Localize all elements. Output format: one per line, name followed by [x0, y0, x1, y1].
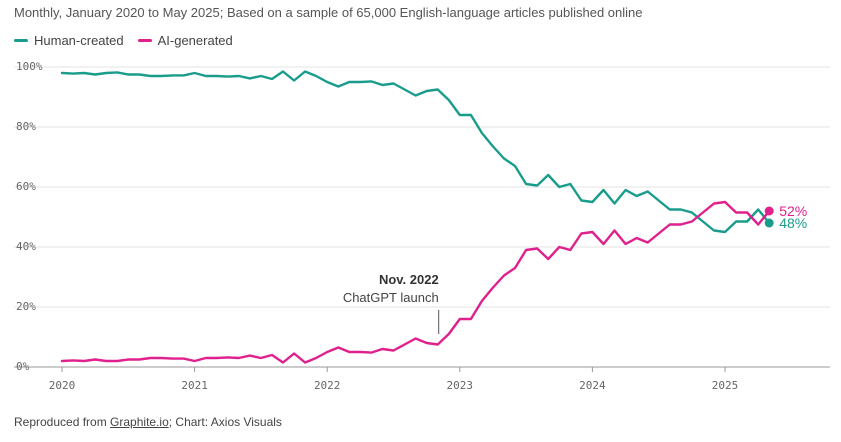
x-tick-label-2025: 2025: [712, 379, 739, 392]
series-lines: [60, 70, 771, 364]
end-label-ai: 52%: [779, 203, 807, 219]
legend-item-human: Human-created: [14, 33, 124, 48]
annotation-chatgpt: Nov. 2022 ChatGPT launch: [343, 272, 440, 334]
y-tick-label-80: 80%: [16, 120, 36, 133]
y-tick-label-0: 0%: [16, 360, 30, 373]
grid-lines: [14, 66, 830, 368]
end-marker-ai: [764, 206, 774, 216]
source-link[interactable]: Graphite.io: [110, 415, 169, 429]
end-label-human: 48%: [779, 215, 807, 231]
y-tick-label-40: 40%: [16, 240, 36, 253]
y-tick-label-100: 100%: [16, 60, 43, 73]
series-line-ai: [60, 200, 771, 364]
legend-swatch-human: [14, 39, 28, 42]
source-prefix: Reproduced from: [14, 415, 111, 429]
y-tick-label-60: 60%: [16, 180, 36, 193]
legend-label-human: Human-created: [34, 33, 124, 48]
x-axis-ticks: 2020 2021 2022 2023 2024 2025: [49, 367, 739, 392]
y-axis-ticks: 0% 20% 40% 60% 80% 100%: [16, 60, 43, 373]
x-tick-label-2021: 2021: [181, 379, 208, 392]
legend-label-ai: AI-generated: [157, 33, 233, 48]
chart-legend: Human-created AI-generated: [14, 33, 233, 48]
annotation-title: Nov. 2022: [379, 272, 439, 287]
source-credit: Reproduced from Graphite.io; Chart: Axio…: [14, 415, 282, 429]
source-suffix: ; Chart: Axios Visuals: [168, 415, 282, 429]
x-tick-label-2023: 2023: [447, 379, 474, 392]
series-line-human: [60, 70, 771, 234]
y-tick-label-20: 20%: [16, 300, 36, 313]
end-markers: 48%52%: [764, 203, 807, 231]
x-tick-label-2020: 2020: [49, 379, 76, 392]
annotation-text: ChatGPT launch: [343, 290, 439, 305]
x-tick-label-2024: 2024: [579, 379, 606, 392]
legend-item-ai: AI-generated: [137, 33, 233, 48]
legend-swatch-ai: [137, 39, 152, 42]
end-marker-human: [764, 218, 774, 228]
x-tick-label-2022: 2022: [314, 379, 341, 392]
chart-subtitle: Monthly, January 2020 to May 2025; Based…: [14, 5, 643, 20]
